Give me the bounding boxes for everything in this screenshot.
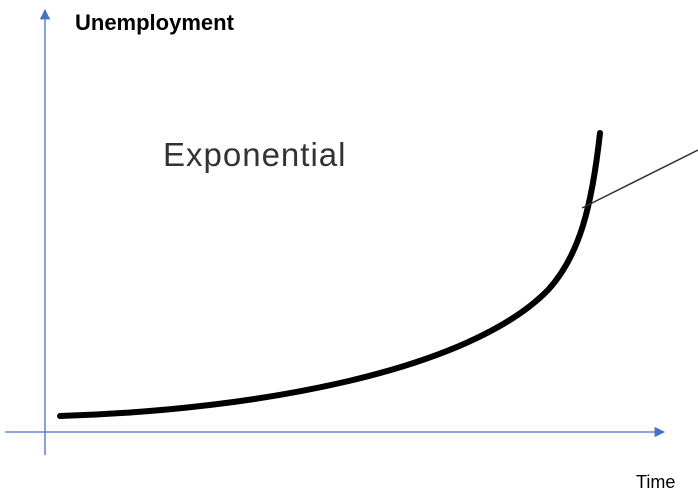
- curve-label: Exponential: [163, 136, 346, 173]
- exponential-curve: [57, 130, 603, 419]
- y-axis-label: Unemployment: [75, 10, 235, 35]
- pointer-line: [581, 149, 698, 209]
- x-axis-label: Time: [636, 472, 675, 492]
